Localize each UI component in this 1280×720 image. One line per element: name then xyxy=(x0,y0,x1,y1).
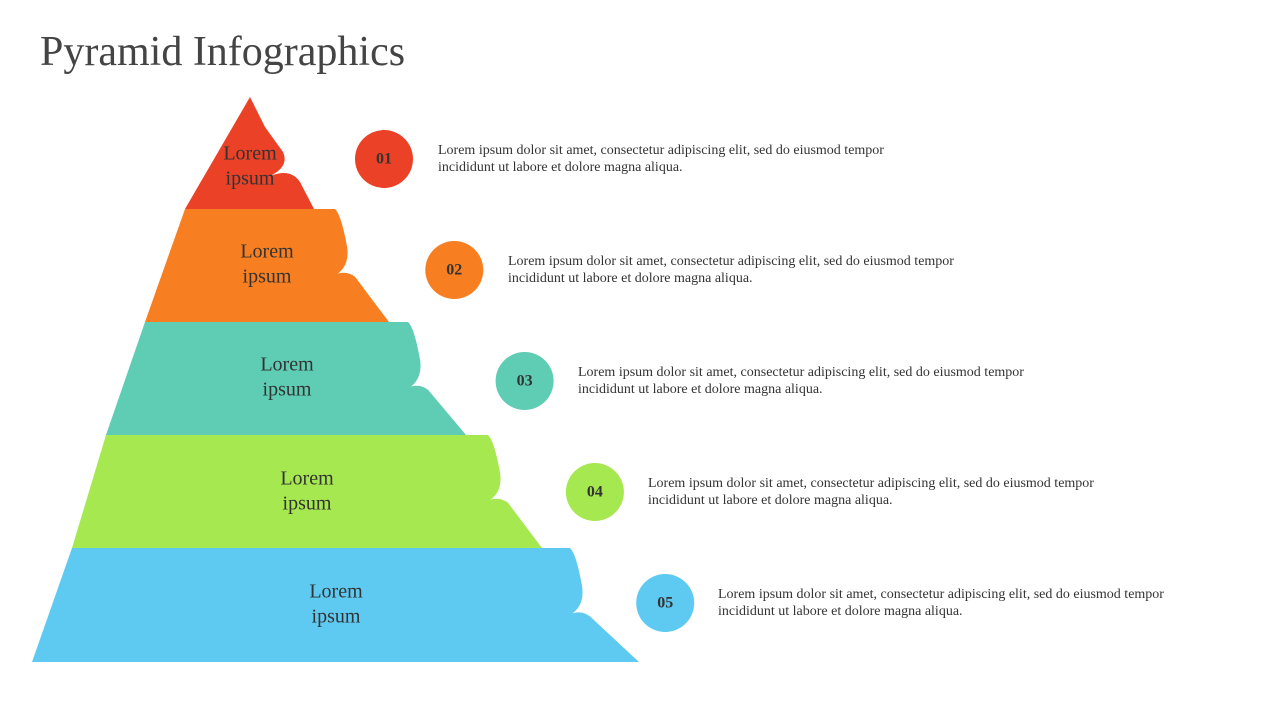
pyramid-level xyxy=(145,209,389,322)
level-description: Lorem ipsum dolor sit amet, consectetur … xyxy=(508,254,954,286)
level-label: Lorem xyxy=(280,468,334,490)
level-number: 05 xyxy=(657,595,673,612)
level-label: Lorem xyxy=(223,143,277,165)
pyramid-level xyxy=(32,548,639,662)
number-badge xyxy=(565,463,624,521)
level-number: 02 xyxy=(446,262,462,279)
number-badge xyxy=(495,352,554,410)
level-number: 01 xyxy=(376,151,392,168)
pyramid-level xyxy=(72,435,542,548)
level-number: 04 xyxy=(587,484,603,501)
number-badge xyxy=(636,574,695,632)
level-number: 03 xyxy=(517,373,533,390)
number-badge xyxy=(425,241,484,299)
level-description: Lorem ipsum dolor sit amet, consectetur … xyxy=(718,587,1164,619)
level-description: Lorem ipsum dolor sit amet, consectetur … xyxy=(578,365,1024,397)
pyramid-level xyxy=(106,322,466,435)
level-label: Lorem xyxy=(240,241,294,263)
level-label: ipsum xyxy=(243,266,292,288)
pyramid-level xyxy=(185,97,314,209)
level-description: Lorem ipsum dolor sit amet, consectetur … xyxy=(438,143,884,175)
level-label: ipsum xyxy=(312,606,361,628)
level-label: ipsum xyxy=(283,493,332,515)
level-label: ipsum xyxy=(263,379,312,401)
number-badge xyxy=(355,130,413,188)
level-label: Lorem xyxy=(309,581,363,603)
level-label: ipsum xyxy=(226,168,275,190)
level-label: Lorem xyxy=(260,354,314,376)
level-description: Lorem ipsum dolor sit amet, consectetur … xyxy=(648,476,1094,508)
title: Pyramid Infographics xyxy=(40,29,406,75)
